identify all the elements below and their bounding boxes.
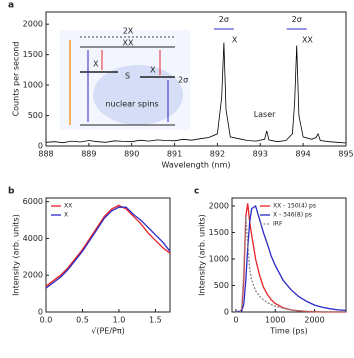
x-tick-label: 895 (338, 150, 353, 159)
x-tick-label: 890 (124, 150, 139, 159)
x-tick-label: 1.5 (149, 316, 162, 325)
series-line (235, 204, 347, 313)
panel-label: a (8, 1, 14, 11)
x-tick-label: 893 (253, 150, 268, 159)
plot-frame (45, 197, 171, 313)
x-axis-label: √(PE/Pπ) (91, 327, 125, 336)
annotation: X (232, 36, 238, 45)
annotation: XX (302, 36, 313, 45)
panel-label: b (8, 187, 15, 197)
annotation: 2σ (292, 15, 302, 24)
legend-label: X - 346(8) ps (273, 212, 312, 219)
x-tick-label: 889 (81, 150, 96, 159)
x-tick-label: 891 (167, 150, 182, 159)
plot-frame (231, 197, 347, 313)
x-tick-label: 0.0 (40, 316, 53, 325)
series-line (45, 204, 171, 287)
series-line (45, 206, 171, 289)
y-tick-label: 2000 (23, 20, 43, 29)
x-tick-label: 1000 (265, 316, 285, 325)
y-tick-label: 1500 (209, 228, 229, 237)
y-tick-label: 1000 (23, 81, 43, 90)
annotation: Laser (254, 110, 276, 119)
y-tick-label: 0 (38, 142, 43, 151)
inset-label: X (150, 66, 156, 75)
series-line (235, 216, 346, 313)
y-tick-label: 0 (224, 308, 229, 317)
legend-label: X (64, 212, 68, 219)
x-axis-label: Wavelength (nm) (161, 161, 230, 170)
inset-label: 2X (123, 27, 134, 36)
legend-label: XX - 150(4) ps (273, 203, 316, 210)
y-tick-label: 2000 (23, 271, 43, 280)
y-tick-label: 2000 (209, 201, 229, 210)
y-tick-label: 500 (214, 281, 229, 290)
y-tick-label: 6000 (23, 197, 43, 206)
x-tick-label: 0.5 (76, 316, 89, 325)
inset-label: 2σ (178, 76, 188, 85)
inset-label: XX (123, 39, 134, 48)
x-tick-label: 892 (210, 150, 225, 159)
y-axis-label: Intensity (arb. units) (12, 214, 21, 296)
spin-cloud (93, 65, 183, 125)
y-axis-label: Counts per second (12, 42, 21, 117)
inset-label: S (125, 72, 130, 81)
y-tick-label: 4000 (23, 234, 43, 243)
annotation: 2σ (219, 15, 229, 24)
level-diagram: 2X XX X X S 2σ nuclear spins (60, 27, 190, 130)
x-tick-label: 2000 (304, 316, 324, 325)
x-tick-label: 894 (296, 150, 311, 159)
inset-label: X (93, 60, 99, 69)
y-tick-label: 0 (38, 308, 43, 317)
x-axis-label: Time (ps) (269, 327, 308, 336)
y-axis-label: Intensity (arb. units) (198, 214, 207, 296)
panel-label: c (194, 187, 199, 197)
x-tick-label: 888 (38, 150, 53, 159)
x-tick-label: 1.0 (113, 316, 126, 325)
y-tick-label: 500 (28, 111, 43, 120)
y-tick-label: 1000 (209, 254, 229, 263)
legend-label: IRF (273, 221, 283, 228)
inset-label: nuclear spins (105, 100, 158, 109)
legend-label: XX (64, 203, 72, 210)
plot-frame (45, 11, 347, 147)
x-tick-label: 0 (233, 316, 238, 325)
series-line (235, 203, 346, 313)
series-line (45, 42, 347, 144)
y-tick-label: 1500 (23, 50, 43, 59)
